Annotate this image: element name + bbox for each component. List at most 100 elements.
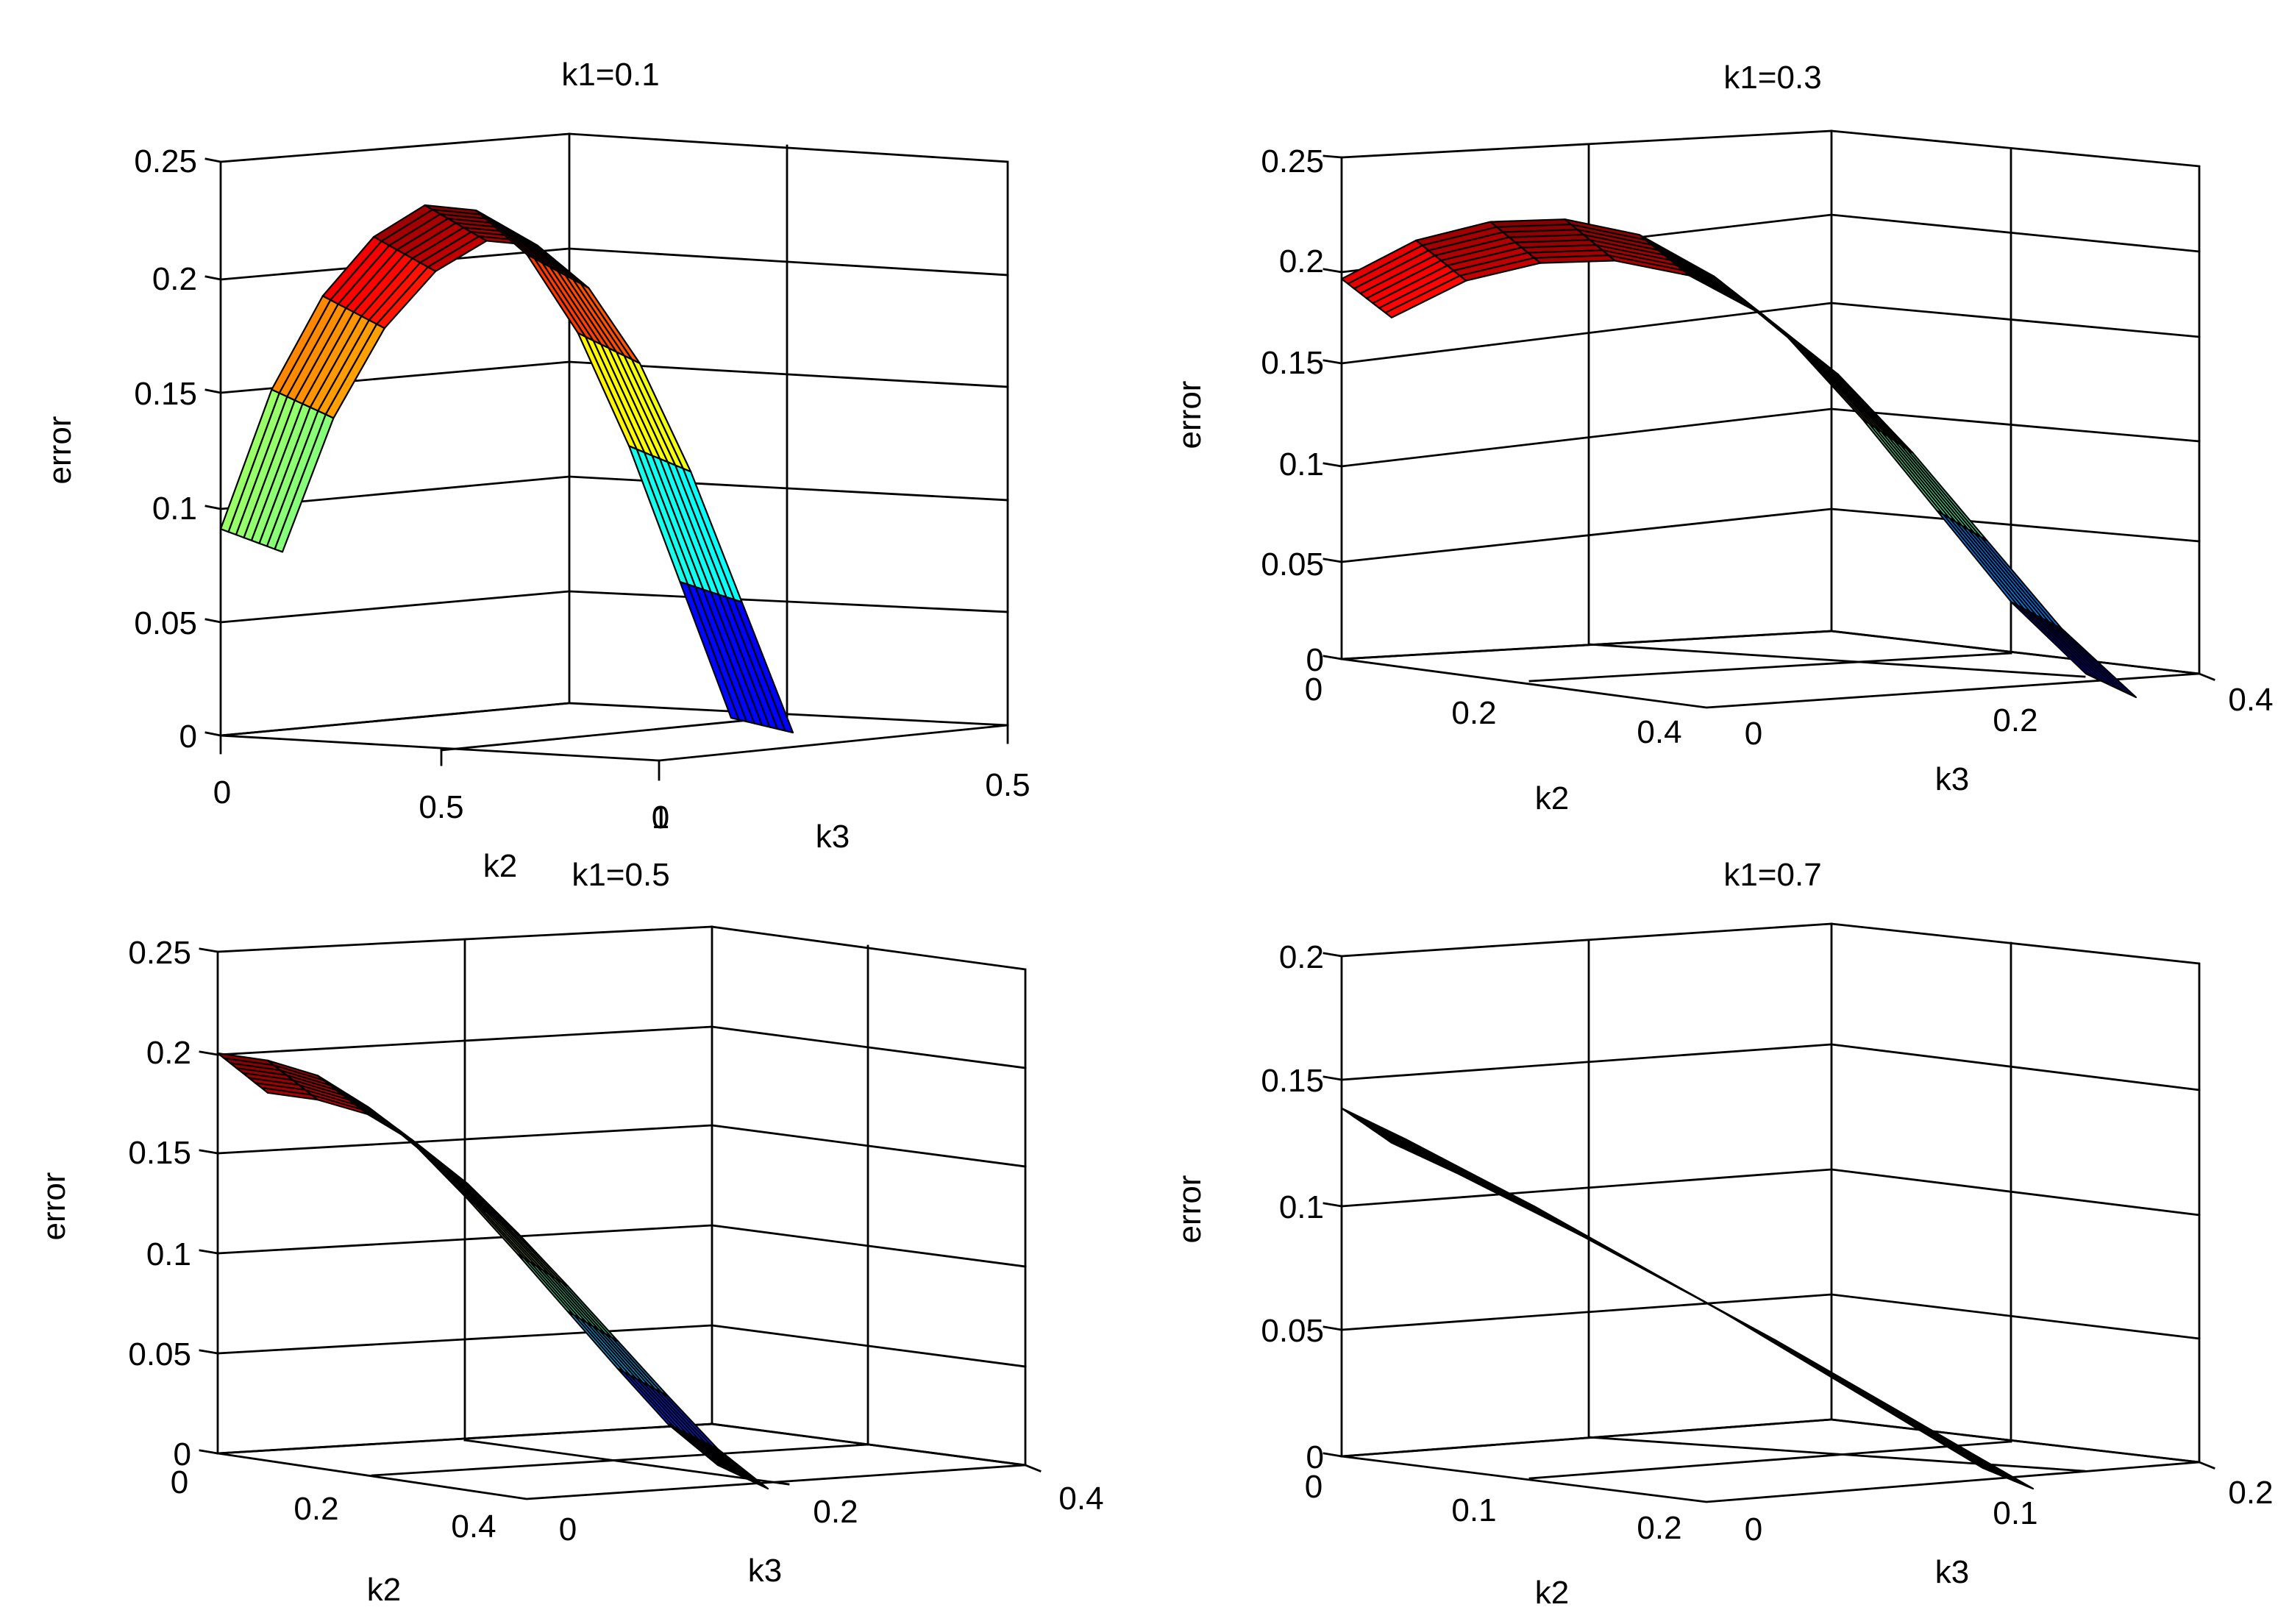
svg-text:0: 0: [1305, 672, 1323, 708]
svg-text:0.2: 0.2: [152, 261, 197, 297]
svg-text:0.05: 0.05: [128, 1336, 191, 1372]
svg-text:0.1: 0.1: [1993, 1495, 2037, 1531]
y-axis-label: k3: [1935, 761, 1969, 797]
z-axis-label: error: [1172, 1175, 1208, 1244]
y-tick-labels: 0 0.2 0.4: [559, 1481, 1104, 1548]
surface-patch: [733, 599, 794, 734]
z-axis-label: error: [1172, 381, 1208, 449]
svg-text:0.15: 0.15: [128, 1135, 191, 1171]
z-tick-labels: 0 0.05 0.1 0.15 0.2 0.25: [1261, 143, 1324, 678]
z-tick-labels: 0 0.05 0.1 0.15 0.2 0.25: [128, 935, 191, 1472]
axes-box: [199, 925, 1042, 1500]
svg-text:0.4: 0.4: [1637, 714, 1681, 750]
svg-text:0.2: 0.2: [1637, 1510, 1681, 1546]
svg-text:0.1: 0.1: [1279, 446, 1324, 482]
surface-patch: [1962, 1447, 2035, 1490]
svg-text:0.4: 0.4: [2228, 682, 2273, 718]
y-axis-label: k3: [1935, 1554, 1969, 1590]
subplot-k1-0.7: k1=0.7 0 0.05 0.1 0.15: [1172, 857, 2274, 1611]
svg-text:0.5: 0.5: [419, 789, 463, 825]
x-tick-labels: 0 0.1 0.2: [1305, 1469, 1682, 1546]
subplot-k1-0.1: k1=0.1 0: [42, 57, 1030, 884]
svg-text:0: 0: [1745, 1511, 1762, 1548]
surface-patch: [1384, 1137, 1457, 1174]
x-axis-label: k2: [367, 1572, 401, 1608]
surface-k1-0.1: [219, 204, 794, 734]
svg-text:0.2: 0.2: [813, 1494, 858, 1530]
svg-text:0.25: 0.25: [1261, 143, 1324, 179]
svg-text:0.2: 0.2: [1451, 695, 1496, 731]
axes-box: [204, 132, 1009, 781]
surface-patch: [460, 1178, 519, 1234]
svg-text:0.4: 0.4: [451, 1509, 496, 1545]
svg-text:0.15: 0.15: [134, 376, 197, 412]
svg-text:0.05: 0.05: [1261, 1313, 1324, 1349]
surface-patch: [2054, 624, 2137, 699]
subplot-k1-0.5: k1=0.5 0 0.05 0.1: [36, 857, 1104, 1608]
surface-k1-0.7: [1340, 1107, 2035, 1490]
axes-box: [1323, 922, 2215, 1503]
subplot-title: k1=0.5: [572, 857, 669, 893]
y-tick-labels: 0 0.5: [652, 767, 1030, 836]
svg-text:0.15: 0.15: [1261, 1063, 1324, 1099]
svg-text:0: 0: [1306, 1439, 1324, 1475]
svg-text:0: 0: [652, 799, 669, 836]
surface-k1-0.3: [1340, 218, 2137, 699]
subplot-k1-0.3: k1=0.3 0 0.05: [1172, 60, 2274, 816]
y-tick-labels: 0 0.1 0.2: [1745, 1475, 2274, 1548]
svg-text:0.05: 0.05: [134, 605, 197, 641]
svg-text:0.1: 0.1: [1279, 1189, 1324, 1225]
surface-patch: [1833, 1373, 1906, 1416]
surface-patch: [1512, 1200, 1585, 1238]
svg-text:1: 1: [652, 799, 669, 836]
y-tick-labels: 0 0.2 0.4: [1745, 682, 2274, 752]
z-axis-label: error: [36, 1172, 72, 1241]
svg-text:0: 0: [1306, 642, 1324, 678]
subplot-title: k1=0.7: [1723, 857, 1821, 893]
svg-text:0: 0: [213, 774, 231, 811]
surface-patch: [1979, 535, 2062, 630]
svg-text:0.2: 0.2: [1279, 939, 1324, 975]
svg-text:0.25: 0.25: [128, 935, 191, 971]
svg-text:0.5: 0.5: [985, 767, 1030, 803]
z-tick-labels: 0 0.05 0.1 0.15 0.2: [1261, 939, 1324, 1475]
x-tick-labels: 0 0.5 1: [213, 774, 669, 836]
axes-box: [1323, 129, 2215, 709]
svg-text:0.2: 0.2: [1279, 243, 1324, 279]
surface-patch: [1448, 1167, 1521, 1206]
svg-text:0.1: 0.1: [146, 1236, 191, 1272]
svg-text:0: 0: [179, 719, 197, 755]
surface-patch: [1905, 447, 1988, 542]
svg-text:0.2: 0.2: [1993, 702, 2037, 738]
svg-text:0.4: 0.4: [1058, 1481, 1103, 1517]
svg-text:0.2: 0.2: [2228, 1475, 2273, 1511]
surface-patch: [711, 1445, 769, 1490]
svg-text:0.1: 0.1: [1451, 1492, 1496, 1528]
svg-text:0: 0: [559, 1511, 577, 1548]
y-axis-label: k3: [816, 819, 850, 855]
subplot-title: k1=0.3: [1723, 60, 1821, 96]
svg-text:0: 0: [1305, 1469, 1323, 1505]
surface-patch: [1897, 1411, 1970, 1453]
svg-text:0.25: 0.25: [134, 143, 197, 179]
x-axis-label: k2: [483, 848, 517, 884]
x-axis-label: k2: [1535, 1575, 1569, 1611]
svg-text:0.15: 0.15: [1261, 345, 1324, 381]
subplot-title: k1=0.1: [561, 57, 659, 93]
x-axis-label: k2: [1535, 780, 1569, 816]
z-axis-label: error: [42, 416, 78, 485]
x-tick-labels: 0 0.2 0.4: [171, 1464, 496, 1545]
y-axis-label: k3: [748, 1553, 782, 1589]
svg-text:0.1: 0.1: [152, 491, 197, 527]
surface-k1-0.5: [216, 1052, 769, 1490]
svg-text:0: 0: [171, 1464, 188, 1500]
svg-text:0.2: 0.2: [293, 1491, 338, 1527]
z-tick-labels: 0 0.05 0.1 0.15 0.2 0.25: [134, 143, 197, 755]
svg-text:0.05: 0.05: [1261, 546, 1324, 583]
surface-patch: [1831, 368, 1914, 454]
x-tick-labels: 0 0.2 0.4: [1305, 672, 1682, 750]
svg-text:0.2: 0.2: [146, 1035, 191, 1071]
svg-text:0: 0: [174, 1436, 191, 1472]
svg-text:0: 0: [1745, 716, 1762, 752]
